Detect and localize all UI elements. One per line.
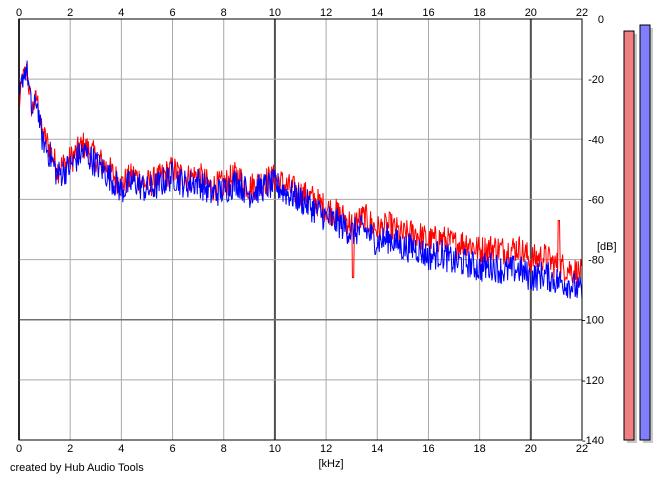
x-tick-label-top: 4: [118, 7, 124, 19]
y-tick-label: -40: [588, 134, 604, 146]
x-tick-label-bottom: 6: [169, 443, 175, 455]
level-meter-bar: [623, 30, 635, 441]
y-tick-label: -80: [588, 255, 604, 267]
x-tick-label-top: 12: [320, 7, 332, 19]
x-tick-label-bottom: 10: [269, 443, 281, 455]
y-axis-label: [dB]: [597, 241, 617, 253]
x-tick-label-bottom: 18: [474, 443, 486, 455]
x-tick-label-top: 2: [67, 7, 73, 19]
x-tick-label-bottom: 16: [422, 443, 434, 455]
y-tick-label: -60: [588, 194, 604, 206]
x-tick-label-bottom: 22: [576, 443, 588, 455]
y-tick-label: -20: [588, 74, 604, 86]
axes: 002244668810101212141416161818202022220-…: [16, 7, 617, 470]
plot-frame: [18, 18, 583, 441]
x-tick-label-bottom: 14: [371, 443, 383, 455]
x-tick-label-bottom: 8: [221, 443, 227, 455]
level-meters: [623, 24, 653, 444]
credit-label: created by Hub Audio Tools: [10, 462, 144, 474]
x-tick-label-top: 0: [16, 7, 22, 19]
y-tick-label: 0: [598, 14, 604, 26]
grid: [18, 18, 583, 441]
x-tick-label-top: 14: [371, 7, 383, 19]
x-tick-label-bottom: 12: [320, 443, 332, 455]
series-line-red: [18, 63, 583, 288]
level-meter-bar: [639, 24, 651, 441]
x-tick-label-bottom: 0: [16, 443, 22, 455]
y-tick-label: -120: [582, 375, 604, 387]
y-tick-label: -100: [582, 315, 604, 327]
x-tick-label-top: 10: [269, 7, 281, 19]
x-tick-label-top: 16: [422, 7, 434, 19]
x-tick-label-bottom: 2: [67, 443, 73, 455]
plot-background: [19, 19, 582, 440]
x-tick-label-top: 22: [576, 7, 588, 19]
series-line-blue: [18, 60, 583, 300]
x-axis-label: [kHz]: [318, 458, 343, 470]
x-tick-label-top: 18: [474, 7, 486, 19]
y-tick-label: -140: [582, 435, 604, 447]
x-tick-label-bottom: 20: [525, 443, 537, 455]
x-tick-label-top: 8: [221, 7, 227, 19]
x-tick-label-bottom: 4: [118, 443, 124, 455]
x-tick-label-top: 6: [169, 7, 175, 19]
spectrum-series: [18, 60, 583, 300]
x-tick-label-top: 20: [525, 7, 537, 19]
